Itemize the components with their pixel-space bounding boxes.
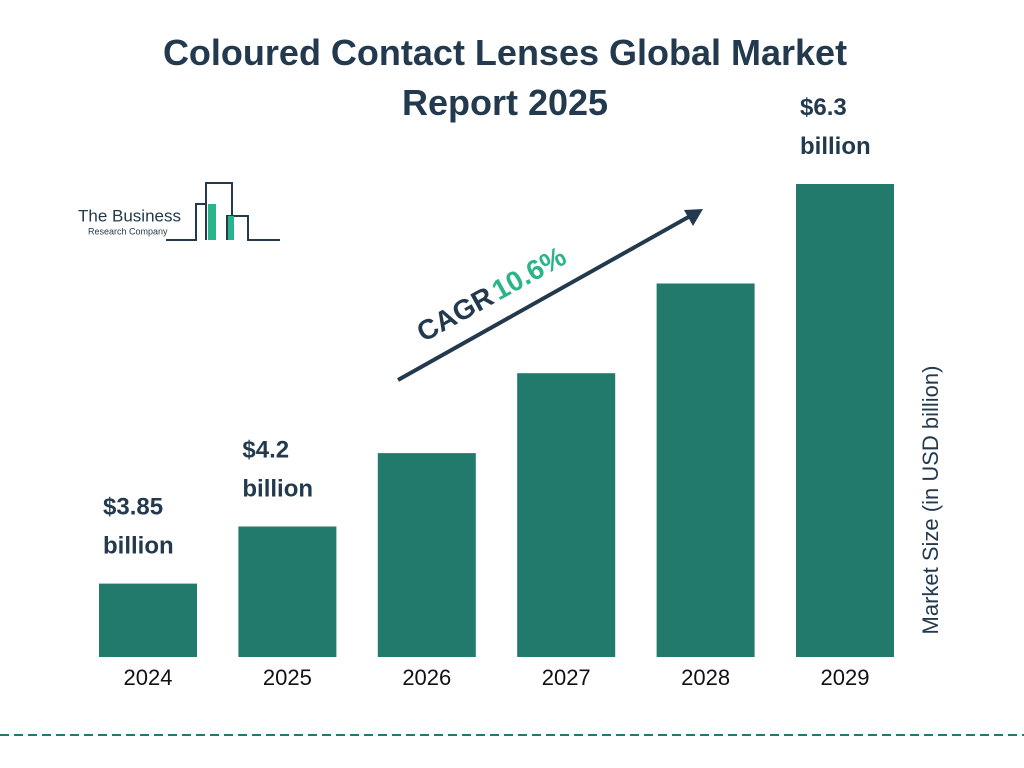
x-tick-label: 2028 [681,665,730,690]
x-tick-label: 2025 [263,665,312,690]
cagr-arrow-head [684,209,703,226]
x-tick-label: 2027 [542,665,591,690]
logo-line2: Research Company [88,226,168,236]
chart-title: Coloured Contact Lenses Global Market Rep… [163,32,847,123]
value-label: $6.3 billion [800,94,871,160]
bar [796,184,894,657]
bar [377,453,476,657]
cagr-label: CAGR [411,281,498,348]
logo-icon [228,216,234,240]
x-tick-label: 2029 [821,665,870,690]
value-label: $4.2 billion [242,437,313,503]
bar [99,583,197,657]
bar [656,283,755,657]
logo-icon [166,182,280,241]
x-tick-label: 2024 [124,665,173,690]
x-tick-label: 2026 [402,665,451,690]
logo-line1: The Business [78,206,181,225]
cagr-value: 10.6% [487,240,572,306]
bar [517,373,616,657]
value-label: $3.85 billion [103,494,174,560]
cagr-arrow [397,213,693,382]
bar [238,526,337,657]
logo: The Business Research Company [78,182,280,241]
y-axis-label: Market Size (in USD billion) [918,366,943,635]
logo-icon [208,204,216,240]
